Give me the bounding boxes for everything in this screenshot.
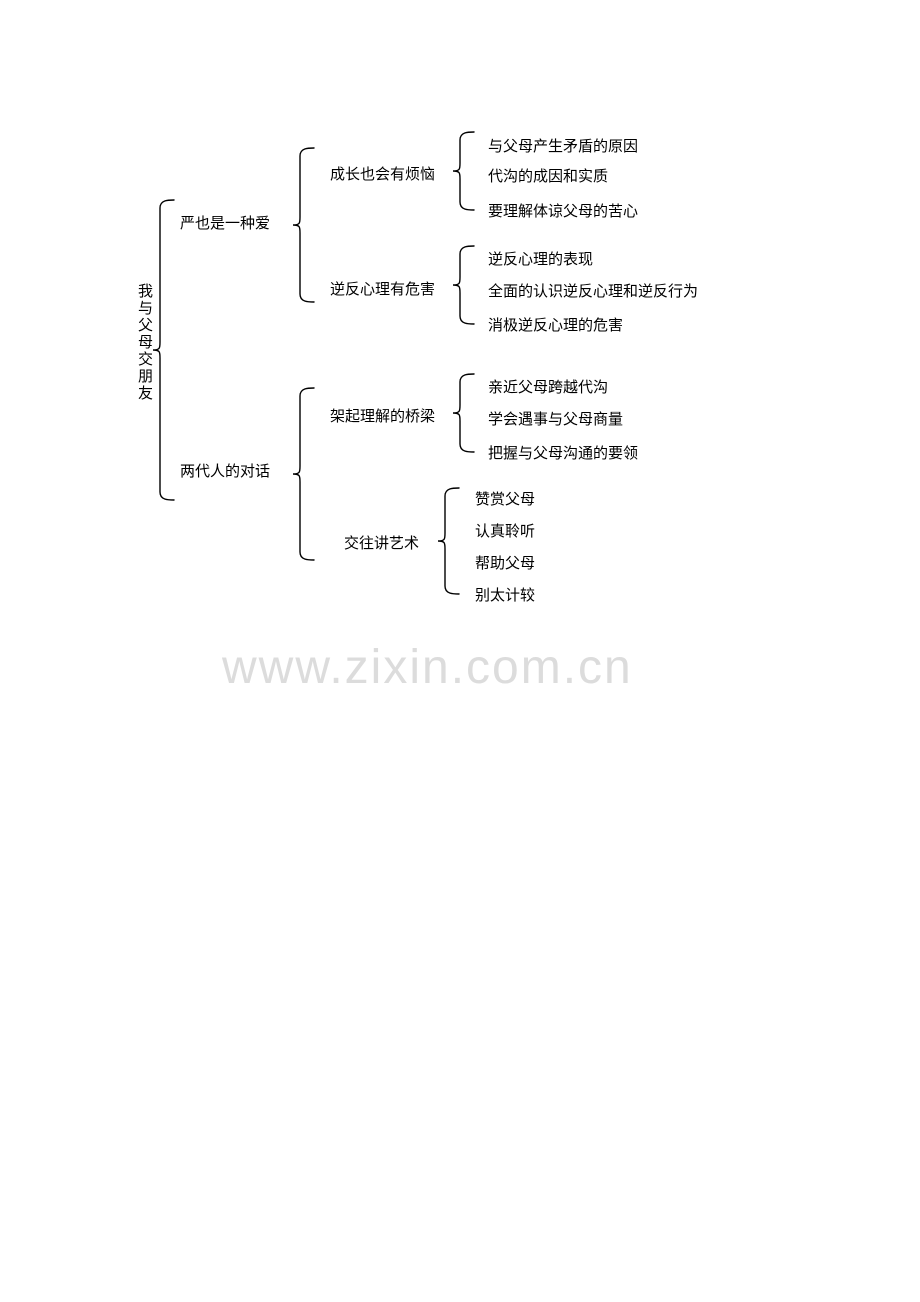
leaf-node: 全面的认识逆反心理和逆反行为 [488, 280, 698, 301]
watermark-text: www.zixin.com.cn [222, 640, 633, 695]
leaf-node: 代沟的成因和实质 [488, 165, 608, 186]
leaf-node: 学会遇事与父母商量 [488, 408, 623, 429]
level2-node: 架起理解的桥梁 [330, 405, 435, 426]
level2-node: 逆反心理有危害 [330, 278, 435, 299]
level1-node: 严也是一种爱 [180, 212, 270, 233]
leaf-node: 与父母产生矛盾的原因 [488, 135, 638, 156]
root-node: 我与父母交朋友 [134, 283, 155, 402]
level1-node: 两代人的对话 [180, 460, 270, 481]
leaf-node: 要理解体谅父母的苦心 [488, 200, 638, 221]
leaf-node: 亲近父母跨越代沟 [488, 376, 608, 397]
leaf-node: 把握与父母沟通的要领 [488, 442, 638, 463]
leaf-node: 赞赏父母 [475, 488, 535, 509]
leaf-node: 别太计较 [475, 584, 535, 605]
leaf-node: 消极逆反心理的危害 [488, 314, 623, 335]
level2-node: 交往讲艺术 [344, 532, 419, 553]
leaf-node: 逆反心理的表现 [488, 248, 593, 269]
leaf-node: 帮助父母 [475, 552, 535, 573]
leaf-node: 认真聆听 [475, 520, 535, 541]
level2-node: 成长也会有烦恼 [330, 163, 435, 184]
